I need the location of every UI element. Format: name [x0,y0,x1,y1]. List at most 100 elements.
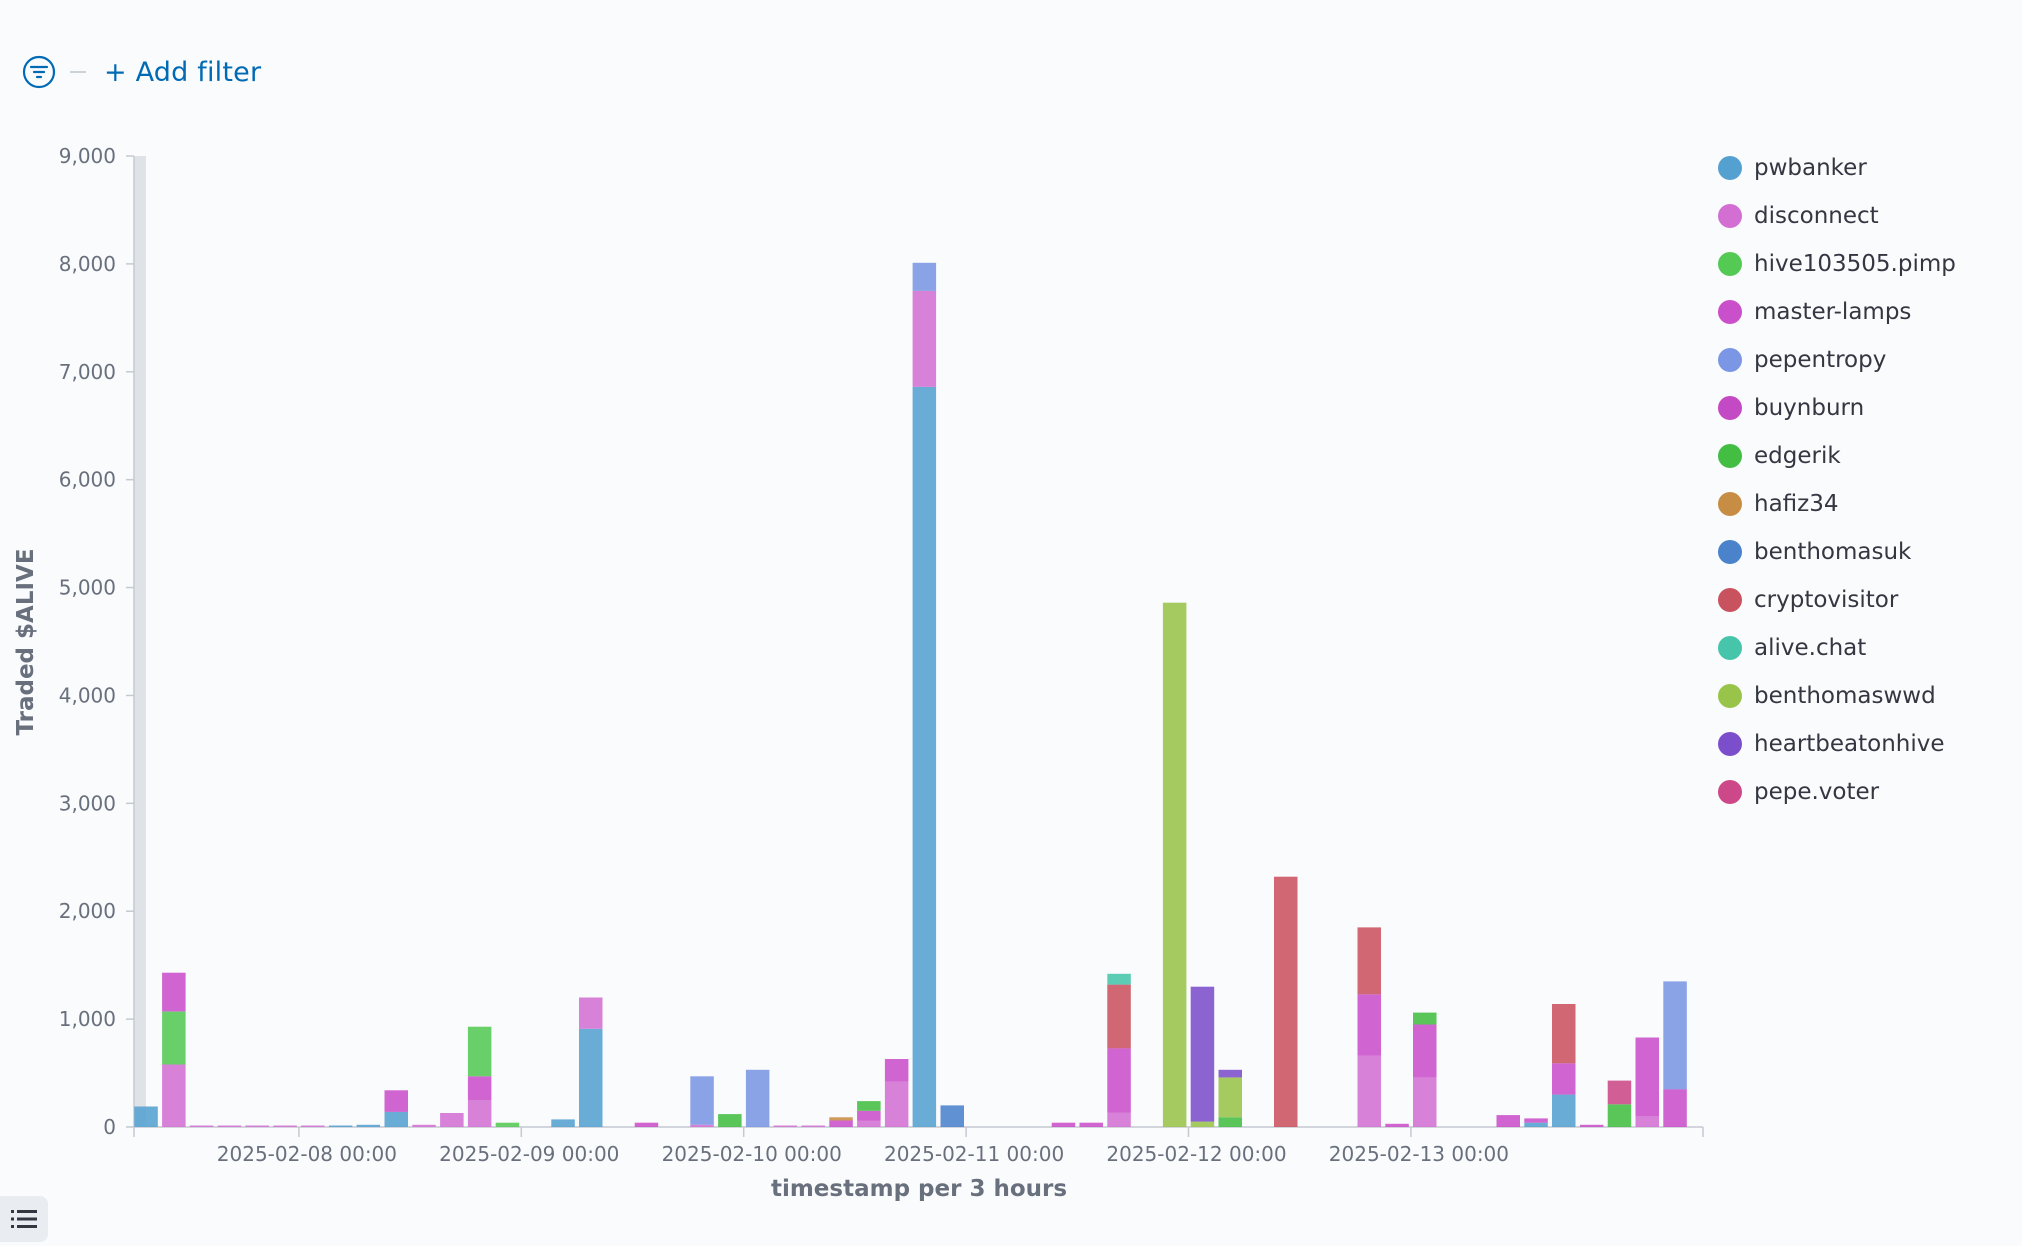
bar-segment [467,1100,492,1127]
bar-segment [912,290,937,387]
legend-toggle-button[interactable] [0,1196,48,1242]
bar-segment [718,1114,742,1127]
bar-segment [328,1125,353,1127]
legend-color-dot [1718,300,1742,324]
bar-segment [1107,984,1131,1049]
legend-item[interactable]: edgerik [1718,432,1956,480]
legend-item[interactable]: benthomaswwd [1718,672,1956,720]
bar-segment [440,1113,464,1127]
legend-label: master-lamps [1754,299,1912,325]
legend-label: pepentropy [1754,347,1887,373]
bar-segment [940,1105,964,1127]
legend-item[interactable]: cryptovisitor [1718,576,1956,624]
bar-segment [189,1125,214,1127]
bar-segment [579,1028,603,1127]
bar-segment [1190,986,1215,1122]
bar-segment [745,1069,770,1127]
y-tick-label: 0 [103,1115,116,1139]
bar-segment [301,1125,325,1127]
legend-item[interactable]: pepentropy [1718,336,1956,384]
bar-segment [912,386,937,1127]
bar-segment [467,1076,492,1100]
filter-icon[interactable] [22,55,56,89]
legend-color-dot [1718,636,1742,660]
legend-label: pwbanker [1754,155,1867,181]
bar-segment [217,1125,242,1127]
legend-color-dot [1718,156,1742,180]
legend-item[interactable]: hive103505.pimp [1718,240,1956,288]
bar-segment [634,1122,659,1127]
legend-color-dot [1718,348,1742,372]
bar-segment [162,1064,186,1127]
legend-label: hafiz34 [1754,491,1839,517]
legend-item[interactable]: pepe.voter [1718,768,1956,816]
legend-color-dot [1718,684,1742,708]
y-tick-label: 8,000 [59,252,116,276]
y-tick-label: 7,000 [59,360,116,384]
legend-item[interactable]: disconnect [1718,192,1956,240]
legend-color-dot [1718,492,1742,516]
bar-segment [1385,1123,1409,1127]
bar-segment [1413,1077,1437,1127]
y-tick-label: 1,000 [59,1007,116,1031]
y-axis-scrollbar [134,156,146,1127]
bar-segment [1190,1121,1215,1127]
legend-item[interactable]: pwbanker [1718,144,1956,192]
legend-color-dot [1718,588,1742,612]
legend-label: pepe.voter [1754,779,1880,805]
bar-segment [1051,1122,1076,1127]
bar-segment [1607,1104,1632,1127]
x-axis: 2025-02-08 00:00 2025-02-09 00:00 2025-02-… [133,1126,1704,1166]
bar-segment [1552,1094,1576,1127]
legend-item[interactable]: alive.chat [1718,624,1956,672]
legend-label: benthomasuk [1754,539,1912,565]
bar-segment [1579,1124,1604,1127]
bar-segment [162,972,186,1012]
legend-item[interactable]: benthomasuk [1718,528,1956,576]
legend-label: buynburn [1754,395,1865,421]
legend-label: hive103505.pimp [1754,251,1956,277]
y-axis-title: Traded $ALIVE [13,548,39,735]
bar-segment [384,1090,408,1112]
x-tick-label: 2025-02-12 00:00 [1106,1142,1286,1166]
legend-item[interactable]: hafiz34 [1718,480,1956,528]
bar-segment [1663,981,1687,1090]
bar-segment [245,1125,269,1127]
bar-segment [857,1120,881,1127]
bar-segment [1357,927,1381,995]
legend-item[interactable]: heartbeatonhive [1718,720,1956,768]
y-tick-label: 4,000 [59,683,116,707]
legend-label: alive.chat [1754,635,1867,661]
bar-segment [579,997,603,1029]
y-axis: 0 1,000 2,000 3,000 4,000 5,000 6,000 7,000 8,00… [59,144,146,1139]
chart-legend: pwbanker disconnect hive103505.pimp master-… [1718,144,1956,816]
add-filter-button[interactable]: + Add filter [104,56,262,88]
legend-item[interactable]: master-lamps [1718,288,1956,336]
bar-segment [1496,1115,1520,1127]
bar-segment [1552,1063,1576,1095]
filter-bar: + Add filter [22,52,261,92]
legend-color-dot [1718,732,1742,756]
legend-label: heartbeatonhive [1754,731,1945,757]
bar-segment [690,1124,714,1127]
x-tick-label: 2025-02-09 00:00 [439,1142,619,1166]
bar-series [134,262,1687,1127]
list-icon [11,1210,37,1228]
y-tick-label: 5,000 [59,576,116,600]
bar-segment [1552,1004,1576,1064]
bar-segment [356,1124,381,1127]
bar-segment [1274,876,1298,1127]
x-tick-label: 2025-02-11 00:00 [884,1142,1064,1166]
bar-segment [1607,1080,1632,1105]
bar-segment [495,1122,520,1127]
bar-segment [801,1125,825,1127]
bar-segment [384,1111,408,1127]
bar-segment [690,1076,714,1125]
bar-segment [134,1106,158,1127]
legend-label: edgerik [1754,443,1841,469]
y-tick-label: 3,000 [59,791,116,815]
legend-item[interactable]: buynburn [1718,384,1956,432]
bar-segment [1524,1118,1548,1123]
legend-color-dot [1718,396,1742,420]
bar-segment [1635,1116,1659,1127]
